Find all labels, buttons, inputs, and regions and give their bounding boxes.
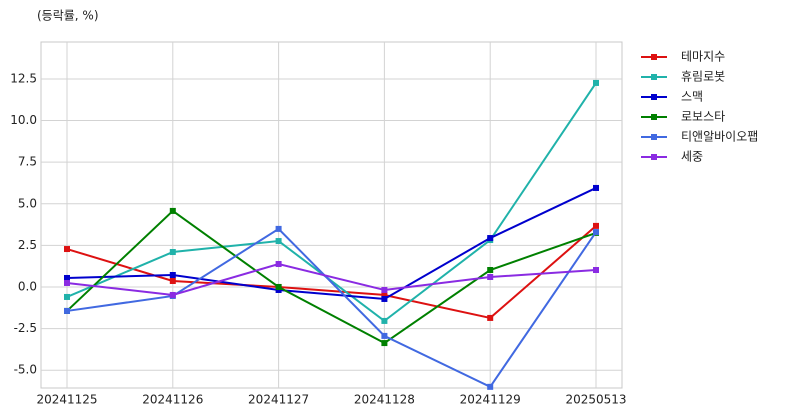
point: [487, 314, 494, 321]
legend-marker: [651, 94, 657, 100]
legend-label: 테마지수: [681, 50, 725, 64]
series-line: [66, 225, 597, 320]
x-tick-label: 20241129: [460, 393, 521, 407]
point: [64, 279, 70, 286]
legend-marker: [651, 54, 657, 60]
series-line: [66, 187, 597, 300]
point: [169, 207, 176, 214]
point: [275, 238, 282, 245]
point: [381, 317, 388, 324]
y-tick-label: -2.5: [14, 321, 37, 335]
point: [593, 267, 599, 274]
x-tick-label: 20241127: [248, 393, 309, 407]
series-line: [66, 227, 597, 389]
point: [381, 332, 388, 339]
point: [275, 225, 282, 232]
series-line: [66, 82, 597, 323]
point: [64, 293, 70, 300]
y-tick-label: 12.5: [10, 71, 37, 85]
point: [487, 267, 494, 274]
point: [487, 383, 494, 390]
legend-label: 티앤알바이오팹: [681, 130, 758, 144]
plot-frame: [40, 41, 623, 389]
point: [487, 235, 494, 242]
y-tick-label: 7.5: [18, 155, 37, 169]
y-tick-label: 0.0: [18, 279, 37, 293]
y-tick-label: 5.0: [18, 196, 37, 210]
point: [169, 277, 176, 284]
series-line: [66, 262, 597, 296]
point: [381, 295, 388, 302]
point: [275, 261, 282, 268]
point: [381, 291, 388, 298]
point: [593, 229, 599, 236]
point: [593, 184, 599, 191]
point: [169, 249, 176, 256]
y-tick-label: -5.0: [14, 363, 37, 377]
point: [487, 273, 494, 280]
legend-marker: [651, 154, 657, 160]
y-tick-label: 10.0: [10, 113, 37, 127]
x-tick-label: 20250513: [565, 393, 626, 407]
legend-label: 세중: [681, 150, 703, 164]
point: [64, 274, 70, 281]
point: [64, 246, 70, 253]
point: [275, 283, 282, 290]
point: [593, 79, 599, 86]
x-tick-label: 20241125: [36, 393, 97, 407]
point: [381, 286, 388, 293]
legend-marker: [651, 134, 657, 140]
point: [593, 222, 599, 229]
legend-label: 로보스타: [681, 110, 725, 124]
point: [64, 307, 70, 314]
point: [169, 291, 176, 298]
x-tick-label: 20241126: [142, 393, 203, 407]
point: [169, 271, 176, 278]
y-unit-label: (등락률, %): [37, 9, 99, 23]
legend-label: 휴림로봇: [681, 70, 725, 84]
legend-marker: [651, 114, 657, 120]
point: [381, 340, 388, 347]
y-tick-label: 2.5: [18, 238, 37, 252]
x-tick-label: 20241128: [354, 393, 415, 407]
legend-marker: [651, 74, 657, 80]
series-line: [66, 209, 597, 345]
legend-label: 스맥: [681, 90, 703, 104]
